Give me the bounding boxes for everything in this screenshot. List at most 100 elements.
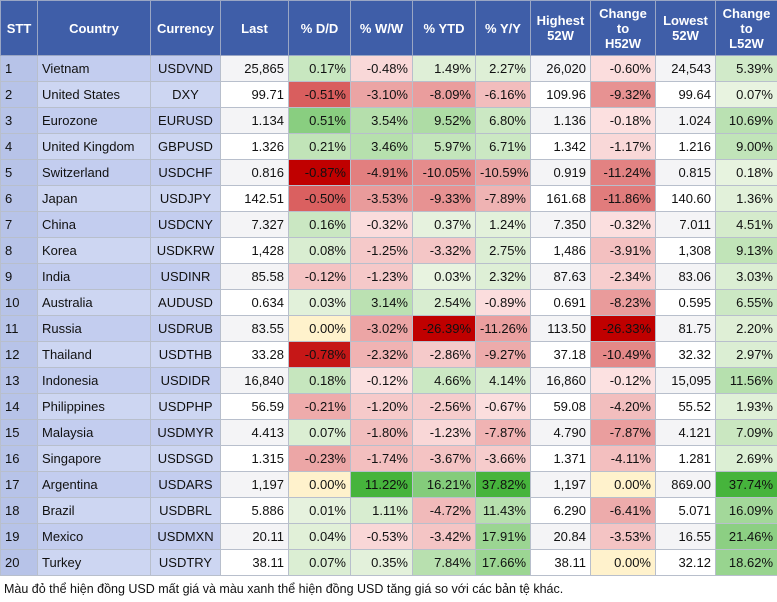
cell: 1.371 bbox=[530, 445, 591, 472]
cell: -3.02% bbox=[350, 315, 413, 342]
cell: -3.91% bbox=[590, 237, 656, 264]
cell: 16 bbox=[0, 445, 38, 472]
cell: -0.67% bbox=[475, 393, 531, 420]
cell: Malaysia bbox=[37, 419, 151, 446]
cell: 1,428 bbox=[220, 237, 289, 264]
cell: -4.11% bbox=[590, 445, 656, 472]
cell: 99.64 bbox=[655, 81, 716, 108]
cell: -1.23% bbox=[350, 263, 413, 290]
cell: -4.91% bbox=[350, 159, 413, 186]
cell: -3.10% bbox=[350, 81, 413, 108]
cell: 2.20% bbox=[715, 315, 777, 342]
cell: -8.09% bbox=[412, 81, 476, 108]
cell: 0.00% bbox=[288, 471, 351, 498]
cell: -10.59% bbox=[475, 159, 531, 186]
cell: 1.326 bbox=[220, 133, 289, 160]
cell: 83.06 bbox=[655, 263, 716, 290]
cell: 1.216 bbox=[655, 133, 716, 160]
cell: Russia bbox=[37, 315, 151, 342]
table-row: 7 China USDCNY 7.327 0.16% -0.32% 0.37% 1.24% 7.… bbox=[0, 211, 777, 238]
table-row: 9 India USDINR 85.58 -0.12% -1.23% 0.03% 2.32% 8… bbox=[0, 263, 777, 290]
cell: USDTHB bbox=[150, 341, 221, 368]
cell: USDPHP bbox=[150, 393, 221, 420]
cell: 6.55% bbox=[715, 289, 777, 316]
cell: 1 bbox=[0, 55, 38, 82]
cell: -3.67% bbox=[412, 445, 476, 472]
cell: -0.51% bbox=[288, 81, 351, 108]
cell: 6 bbox=[0, 185, 38, 212]
cell: USDCHF bbox=[150, 159, 221, 186]
cell: -0.50% bbox=[288, 185, 351, 212]
table-row: 6 Japan USDJPY 142.51 -0.50% -3.53% -9.33% -7.8… bbox=[0, 185, 777, 212]
cell: 12 bbox=[0, 341, 38, 368]
cell: 16,840 bbox=[220, 367, 289, 394]
cell: 11.43% bbox=[475, 497, 531, 524]
cell: -3.53% bbox=[590, 523, 656, 550]
cell: 59.08 bbox=[530, 393, 591, 420]
cell: 6.71% bbox=[475, 133, 531, 160]
cell: 1.24% bbox=[475, 211, 531, 238]
cell: 37.74% bbox=[715, 471, 777, 498]
cell: 11.22% bbox=[350, 471, 413, 498]
cell: 6.290 bbox=[530, 497, 591, 524]
cell: 0.07% bbox=[288, 419, 351, 446]
cell: -0.12% bbox=[288, 263, 351, 290]
cell: -9.32% bbox=[590, 81, 656, 108]
cell: 11.56% bbox=[715, 367, 777, 394]
cell: 24,543 bbox=[655, 55, 716, 82]
table-row: 10 Australia AUDUSD 0.634 0.03% 3.14% 2.54% -0.… bbox=[0, 289, 777, 316]
cell: -26.33% bbox=[590, 315, 656, 342]
cell: 1,308 bbox=[655, 237, 716, 264]
cell: -0.23% bbox=[288, 445, 351, 472]
cell: -4.20% bbox=[590, 393, 656, 420]
cell: -1.23% bbox=[412, 419, 476, 446]
cell: -7.89% bbox=[475, 185, 531, 212]
cell: 8 bbox=[0, 237, 38, 264]
fx-table: STT Country Currency Last% D/D% W/W% YTD% Y… bbox=[0, 0, 777, 576]
cell: Vietnam bbox=[37, 55, 151, 82]
cell: 869.00 bbox=[655, 471, 716, 498]
cell: 0.816 bbox=[220, 159, 289, 186]
cell: USDCNY bbox=[150, 211, 221, 238]
table-row: 20 Turkey USDTRY 38.11 0.07% 0.35% 7.84% 17.66%… bbox=[0, 549, 777, 576]
cell: 0.595 bbox=[655, 289, 716, 316]
cell: USDVND bbox=[150, 55, 221, 82]
cell: 0.18% bbox=[715, 159, 777, 186]
cell: 9.13% bbox=[715, 237, 777, 264]
cell: 9 bbox=[0, 263, 38, 290]
cell: 0.16% bbox=[288, 211, 351, 238]
cell: 5.39% bbox=[715, 55, 777, 82]
cell: 0.07% bbox=[288, 549, 351, 576]
cell: 1.136 bbox=[530, 107, 591, 134]
cell: USDRUB bbox=[150, 315, 221, 342]
cell: 3.54% bbox=[350, 107, 413, 134]
cell: 87.63 bbox=[530, 263, 591, 290]
cell: USDINR bbox=[150, 263, 221, 290]
cell: 1,197 bbox=[220, 471, 289, 498]
cell: -1.74% bbox=[350, 445, 413, 472]
cell: Singapore bbox=[37, 445, 151, 472]
column-header: Last bbox=[220, 0, 289, 56]
table-row: 19 Mexico USDMXN 20.11 0.04% -0.53% -3.42% 17.9… bbox=[0, 523, 777, 550]
table-row: 17 Argentina USDARS 1,197 0.00% 11.22% 16.21% 3… bbox=[0, 471, 777, 498]
cell: 9.00% bbox=[715, 133, 777, 160]
cell: 38.11 bbox=[220, 549, 289, 576]
cell: 0.08% bbox=[288, 237, 351, 264]
cell: -1.20% bbox=[350, 393, 413, 420]
cell: 2.54% bbox=[412, 289, 476, 316]
table-row: 18 Brazil USDBRL 5.886 0.01% 1.11% -4.72% 11.43… bbox=[0, 497, 777, 524]
column-header: % Y/Y bbox=[475, 0, 531, 56]
cell: 37.18 bbox=[530, 341, 591, 368]
header-row: STT Country Currency Last% D/D% W/W% YTD% Y… bbox=[0, 0, 777, 56]
cell: 16.21% bbox=[412, 471, 476, 498]
cell: USDMYR bbox=[150, 419, 221, 446]
cell: -0.48% bbox=[350, 55, 413, 82]
cell: Thailand bbox=[37, 341, 151, 368]
cell: -9.27% bbox=[475, 341, 531, 368]
cell: 5.071 bbox=[655, 497, 716, 524]
cell: 21.46% bbox=[715, 523, 777, 550]
column-header: Change to L52W bbox=[715, 0, 777, 56]
cell: 1.315 bbox=[220, 445, 289, 472]
cell: 25,865 bbox=[220, 55, 289, 82]
cell: 1,197 bbox=[530, 471, 591, 498]
